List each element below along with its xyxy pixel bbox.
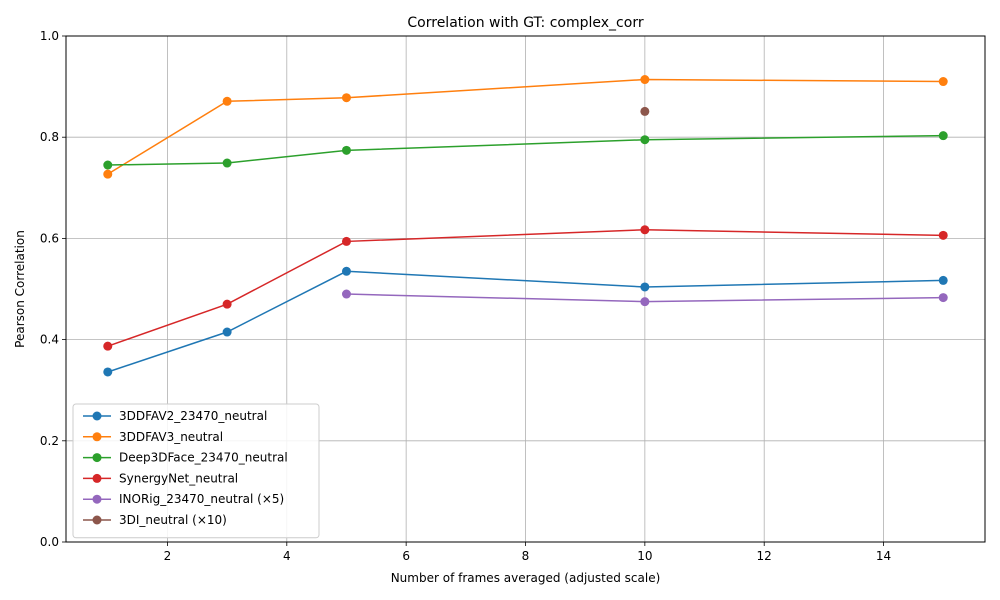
legend-swatch-marker: [92, 473, 102, 483]
data-point: [938, 230, 948, 240]
y-tick-label: 0.0: [40, 535, 59, 549]
data-point: [640, 297, 650, 307]
data-point: [938, 77, 948, 87]
series-0: [103, 266, 948, 377]
x-tick-label: 14: [876, 549, 891, 563]
legend-swatch-marker: [92, 453, 102, 463]
y-tick-label: 0.6: [40, 231, 59, 245]
data-point: [341, 93, 351, 103]
data-point: [938, 275, 948, 285]
series-4: [341, 289, 948, 307]
x-tick-label: 8: [522, 549, 530, 563]
data-point: [640, 225, 650, 235]
legend-entry: 3DDFAV3_neutral: [83, 430, 223, 444]
data-point: [938, 131, 948, 141]
legend-label: 3DI_neutral (×10): [119, 513, 227, 527]
x-tick-label: 2: [164, 549, 172, 563]
data-point: [341, 236, 351, 246]
legend-swatch-marker: [92, 411, 102, 421]
data-point: [341, 289, 351, 299]
legend-entry: INORig_23470_neutral (×5): [83, 492, 284, 506]
data-point: [341, 266, 351, 276]
y-axis-label: Pearson Correlation: [13, 230, 27, 348]
legend-entry: 3DI_neutral (×10): [83, 513, 227, 527]
legend-label: 3DDFAV2_23470_neutral: [119, 409, 267, 423]
legend-entry: 3DDFAV2_23470_neutral: [83, 409, 267, 423]
legend-label: 3DDFAV3_neutral: [119, 430, 223, 444]
legend-swatch-marker: [92, 494, 102, 504]
x-tick-label: 10: [637, 549, 652, 563]
x-tick-label: 4: [283, 549, 291, 563]
legend-box: [72, 403, 320, 539]
data-point: [103, 169, 113, 179]
y-tick-label: 0.4: [40, 333, 59, 347]
chart-title: Correlation with GT: complex_corr: [407, 15, 643, 31]
data-point: [222, 327, 232, 337]
series-layer: [103, 75, 948, 377]
legend-entry: SynergyNet_neutral: [83, 471, 238, 485]
legend-swatch-marker: [92, 432, 102, 442]
y-tick-label: 0.8: [40, 130, 59, 144]
data-point: [640, 75, 650, 85]
y-tick-label: 1.0: [40, 29, 59, 43]
legend-swatch-marker: [92, 515, 102, 525]
data-point: [938, 293, 948, 303]
data-point: [640, 282, 650, 292]
legend: 3DDFAV2_23470_neutral 3DDFAV3_neutral Deep…: [72, 403, 320, 539]
legend-label: Deep3DFace_23470_neutral: [119, 451, 288, 465]
series-3: [103, 225, 948, 351]
data-point: [222, 299, 232, 309]
data-point: [222, 158, 232, 168]
data-point: [103, 160, 113, 170]
series-2: [103, 131, 948, 170]
data-point: [640, 135, 650, 145]
ticks: 2 4 6 8 10 12 14 0.0 0.2 0.4 0.6 0.8 1.0: [40, 29, 891, 563]
data-point: [103, 367, 113, 377]
x-tick-label: 12: [757, 549, 772, 563]
x-tick-label: 6: [402, 549, 410, 563]
data-point: [222, 96, 232, 106]
x-axis-label: Number of frames averaged (adjusted scal…: [391, 571, 661, 585]
data-point: [103, 341, 113, 351]
series-1: [103, 75, 948, 179]
legend-label: INORig_23470_neutral (×5): [119, 492, 284, 506]
series-5: [640, 106, 650, 116]
y-tick-label: 0.2: [40, 434, 59, 448]
data-point: [640, 106, 650, 116]
data-point: [341, 145, 351, 155]
legend-entry: Deep3DFace_23470_neutral: [83, 451, 288, 465]
legend-label: SynergyNet_neutral: [119, 471, 238, 485]
